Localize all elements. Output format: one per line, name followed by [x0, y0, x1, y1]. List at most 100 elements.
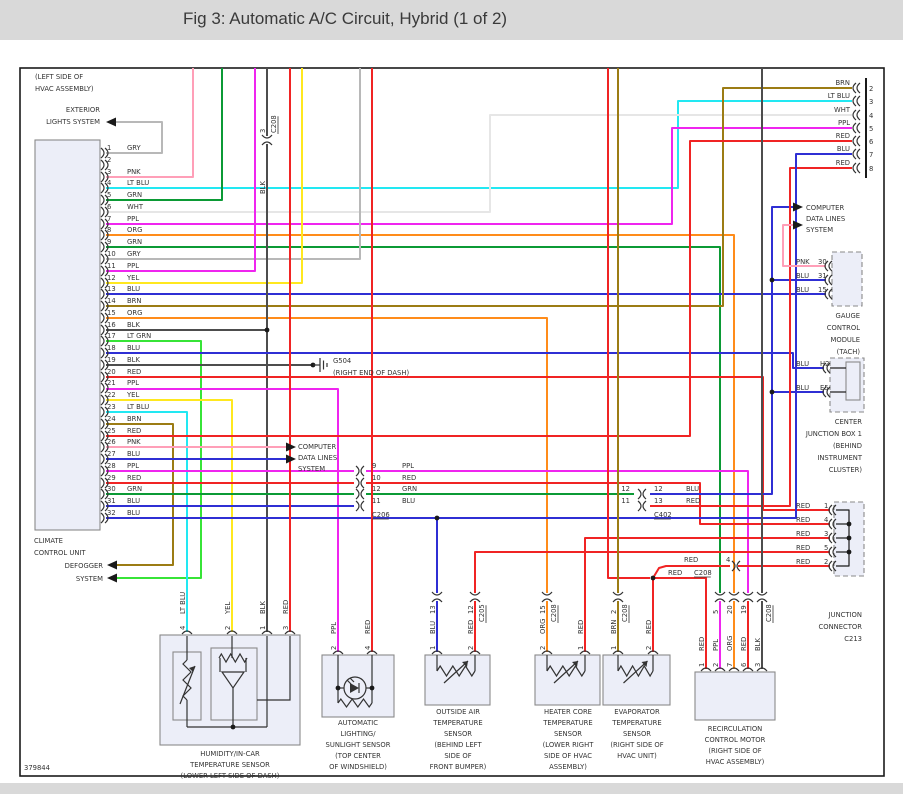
connector-arc: [104, 488, 109, 500]
diagram-label: SENSOR: [554, 730, 582, 738]
connector-arc: [104, 277, 109, 289]
diagram-label: 5: [712, 610, 720, 614]
diagram-label: C402: [654, 511, 672, 519]
pin-number: 7: [107, 215, 111, 223]
component-box: [534, 654, 601, 706]
diagram-label: SENSOR: [623, 730, 651, 738]
pin-number: 20: [107, 368, 116, 376]
diagram-label: 1: [259, 626, 267, 630]
wire-red: [474, 551, 830, 593]
pin-color: PPL: [127, 462, 139, 470]
connector-arc: [100, 488, 105, 500]
opamp-icon: [220, 671, 246, 690]
connector-arc: [742, 667, 754, 672]
connector-arc: [828, 260, 833, 272]
diagram-label: EVAPORATOR: [614, 708, 660, 716]
connector-arc: [100, 359, 105, 371]
connector-arc: [728, 598, 740, 603]
connector-arc: [355, 500, 360, 512]
connector-arc: [261, 630, 273, 635]
connector-arc: [714, 591, 726, 596]
wire-org: [106, 317, 548, 593]
diagram-label: RECIRCULATION: [708, 725, 763, 733]
wire-ppl: [106, 127, 852, 225]
pin-number: 4: [107, 179, 111, 187]
connector-arc: [832, 518, 837, 530]
pin-color: LT BLU: [127, 179, 149, 187]
junction-dot: [335, 685, 341, 691]
connector-arc: [104, 394, 109, 406]
pin-color: BLU: [127, 509, 140, 517]
wire-red: [106, 140, 852, 437]
wire-gry: [106, 121, 163, 154]
diagram-label: BLU: [686, 485, 699, 493]
diagram-label: ASSEMBLY): [549, 763, 587, 771]
connector-arc: [541, 650, 553, 655]
connector-arc: [100, 418, 105, 430]
connector-arc: [714, 667, 726, 672]
system-arrow-icon: [106, 117, 116, 127]
connector-arc: [826, 362, 831, 374]
diagram-label: CONTROL MOTOR: [705, 736, 766, 744]
connector-arc: [346, 679, 352, 685]
connector-arc: [104, 265, 109, 277]
connector-arc: [728, 591, 740, 596]
pin-number: 28: [107, 462, 116, 470]
connector-arc: [856, 135, 861, 147]
diagram-label: 13: [654, 497, 663, 505]
connector-arc: [832, 546, 837, 558]
diagram-label: SYSTEM: [76, 575, 103, 583]
pin-number: 14: [107, 297, 116, 305]
diagram-label: (LEFT SIDE OF: [35, 73, 83, 81]
diagram-label: H2: [820, 360, 829, 368]
connector-arc: [104, 418, 109, 430]
pin-number: 12: [107, 274, 116, 282]
diagram-label: BLU: [796, 272, 809, 280]
pin-number: 29: [107, 474, 116, 482]
connector-arc: [856, 122, 861, 134]
connector-arc: [100, 430, 105, 442]
diagram-label: RED: [364, 620, 372, 634]
diagram-label: 1: [610, 646, 618, 650]
connector-arc: [647, 650, 659, 655]
connector-arc: [832, 560, 837, 572]
diagram-label: RED: [698, 637, 706, 651]
pin-number: 18: [107, 344, 116, 352]
thermistor-arrow-icon: [462, 661, 468, 667]
diagram-label: RED: [796, 544, 810, 552]
connector-arc: [104, 465, 109, 477]
pin-color: GRN: [127, 191, 142, 199]
diagram-label: 3: [282, 626, 290, 630]
diagram-label: C205: [478, 604, 486, 622]
pin-color: BRN: [127, 297, 141, 305]
connector-arc: [728, 667, 740, 672]
connector-arc: [100, 406, 105, 418]
diagram-label: TEMPERATURE: [432, 719, 482, 727]
diagram-label: RED: [796, 502, 810, 510]
connector-arc: [100, 182, 105, 194]
pin-color: BRN: [127, 415, 141, 423]
diagram-label: GAUGE: [836, 312, 860, 320]
connector-arc: [642, 500, 647, 512]
system-arrow-icon: [793, 202, 803, 212]
pin-number: 30: [107, 485, 116, 493]
connector-arc: [100, 453, 105, 465]
connector-arc: [104, 253, 109, 265]
connector-arc: [104, 241, 109, 253]
connector-arc: [100, 335, 105, 347]
pin-color: BLK: [127, 356, 140, 364]
diagram-label: 9: [372, 462, 376, 470]
connector-arc: [104, 359, 109, 371]
connector-arc: [828, 274, 833, 286]
connector-arc: [104, 347, 109, 359]
thermistor-arrow-icon: [572, 661, 578, 667]
connector-arc: [856, 162, 861, 174]
diagram-label: C208: [550, 604, 558, 622]
pin-color: BLU: [127, 497, 140, 505]
pin-color: LT GRN: [127, 332, 151, 340]
connector-arc: [431, 650, 443, 655]
diagram-label: JUNCTION BOX 1: [805, 430, 862, 438]
connector-arc: [104, 453, 109, 465]
connector-arc: [366, 650, 378, 655]
diagram-label: INSTRUMENT: [817, 454, 862, 462]
